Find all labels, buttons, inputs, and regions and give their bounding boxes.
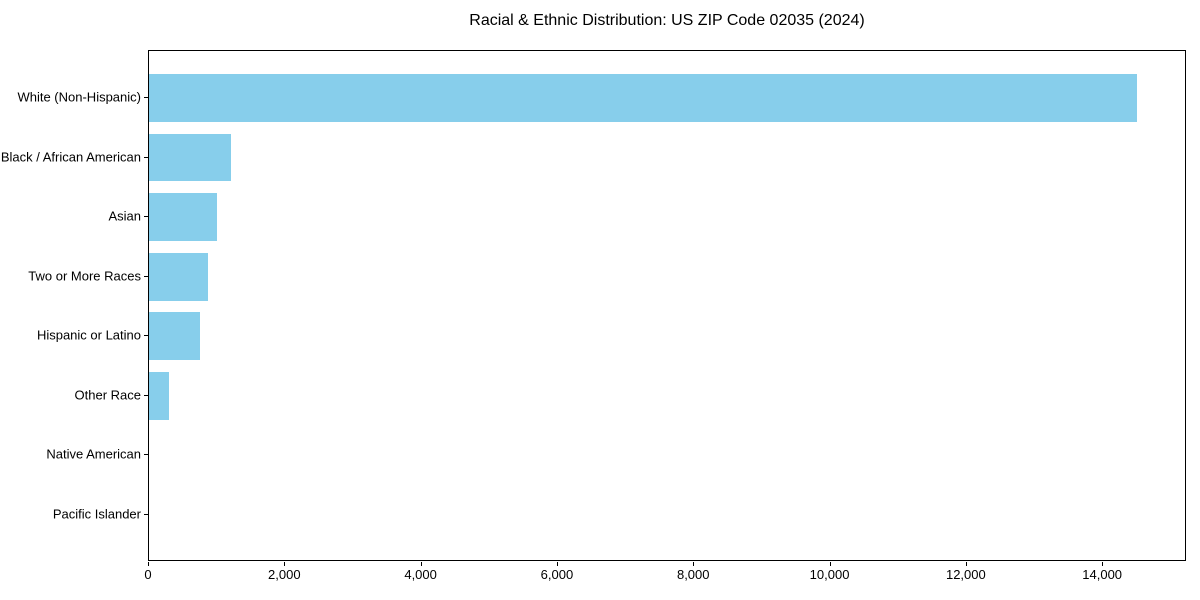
y-tick-label: Pacific Islander xyxy=(52,506,141,522)
bar xyxy=(149,193,218,241)
y-tick-mark xyxy=(144,97,148,99)
y-tick-label: White (Non-Hispanic) xyxy=(17,89,141,105)
y-tick-mark xyxy=(144,275,148,277)
y-tick-mark xyxy=(144,394,148,396)
x-tick-mark xyxy=(829,562,831,566)
x-tick-mark xyxy=(556,562,558,566)
bar xyxy=(149,312,201,361)
x-tick-mark xyxy=(1102,562,1104,566)
plot-area xyxy=(148,50,1186,561)
x-tick-mark xyxy=(148,562,149,566)
bar xyxy=(149,133,231,182)
y-tick-label: Hispanic or Latino xyxy=(36,327,141,343)
y-tick-mark xyxy=(144,216,148,218)
x-tick-label: 0 xyxy=(144,567,152,582)
y-tick-mark xyxy=(144,513,148,515)
x-tick-mark xyxy=(420,562,422,566)
x-tick-mark xyxy=(965,562,967,566)
x-tick-label: 12,000 xyxy=(945,567,986,582)
x-tick-label: 14,000 xyxy=(1082,567,1123,582)
chart-title: Racial & Ethnic Distribution: US ZIP Cod… xyxy=(469,12,865,29)
y-tick-label: Native American xyxy=(46,446,141,462)
y-tick-label: Other Race xyxy=(74,387,141,403)
x-tick-mark xyxy=(693,562,695,566)
x-tick-label: 8,000 xyxy=(676,567,710,582)
bar xyxy=(149,252,209,301)
y-tick-mark xyxy=(144,335,148,337)
x-tick-mark xyxy=(284,562,286,566)
bar xyxy=(149,372,170,420)
y-tick-mark xyxy=(144,454,148,456)
y-tick-label: Two or More Races xyxy=(28,268,141,284)
bar xyxy=(149,74,1138,122)
x-tick-label: 4,000 xyxy=(404,567,437,582)
y-tick-mark xyxy=(144,156,148,158)
x-tick-label: 2,000 xyxy=(268,567,301,582)
y-tick-label: Asian xyxy=(108,208,141,224)
x-tick-label: 6,000 xyxy=(540,567,574,582)
y-tick-label: Black / African American xyxy=(0,149,141,165)
x-tick-label: 10,000 xyxy=(809,567,850,582)
